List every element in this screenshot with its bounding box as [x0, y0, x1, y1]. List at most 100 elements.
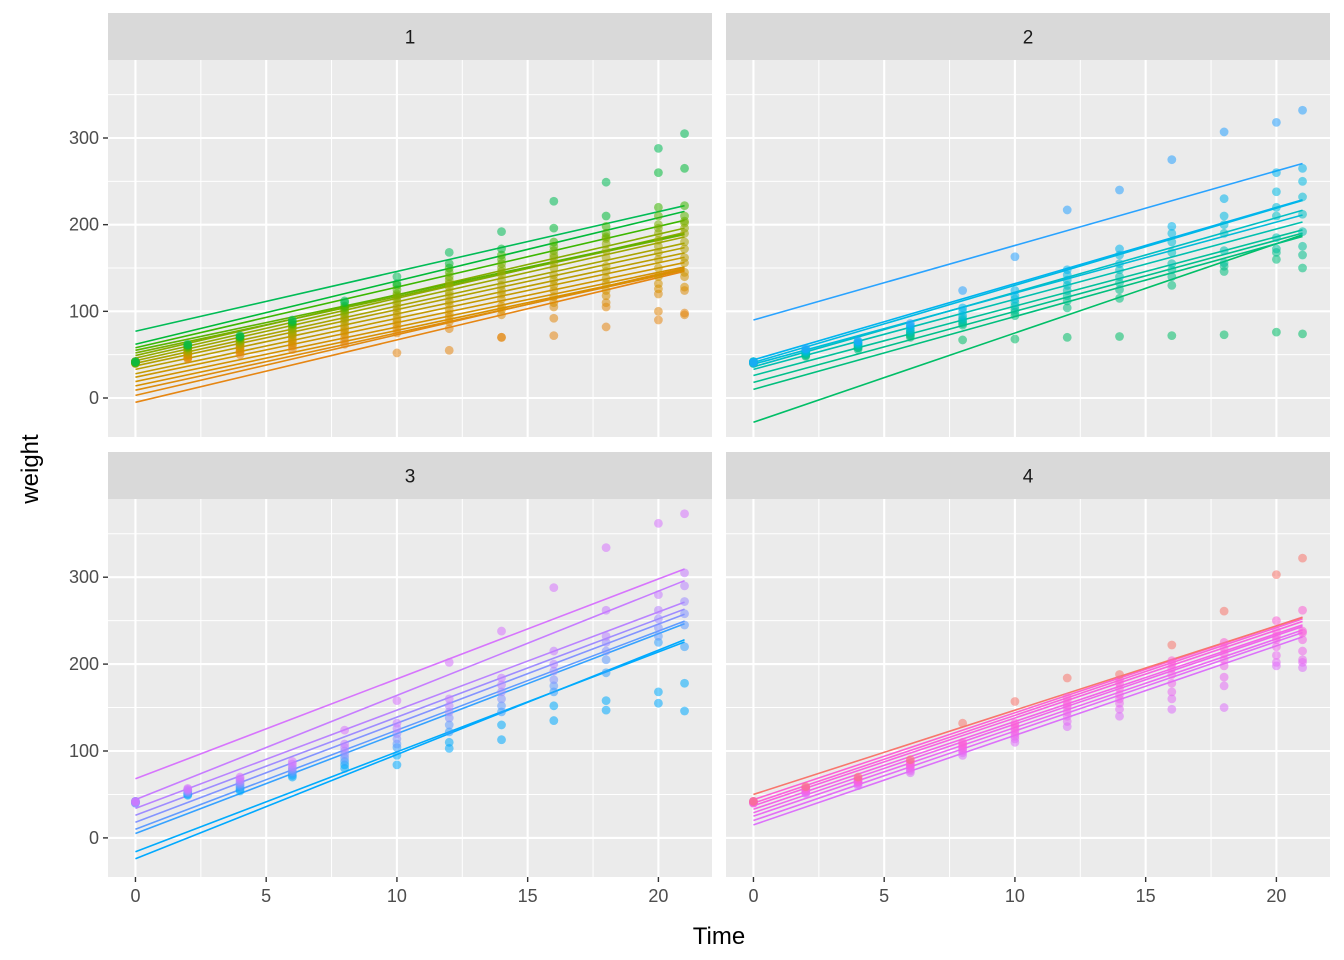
fit-line-4-5 — [753, 624, 1303, 810]
fit-line-2-5 — [753, 221, 1303, 371]
data-point — [653, 144, 663, 153]
data-point — [392, 279, 402, 288]
data-point — [549, 331, 559, 340]
data-point — [958, 286, 968, 295]
data-point — [549, 298, 559, 308]
data-point — [340, 739, 350, 749]
fit-line-1-18 — [135, 204, 685, 333]
x-tick-label: 0 — [748, 886, 758, 906]
data-point — [601, 211, 611, 221]
data-point — [1298, 241, 1307, 251]
data-point — [1115, 704, 1124, 714]
data-point — [497, 227, 506, 237]
fit-line-3-8 — [135, 579, 685, 801]
data-point — [1271, 570, 1281, 579]
y-tick-label: 300 — [69, 128, 99, 148]
data-point — [1219, 606, 1229, 616]
data-point — [392, 760, 402, 770]
data-point — [497, 332, 506, 342]
data-point — [680, 244, 689, 254]
panel-background — [726, 499, 1330, 877]
data-point — [680, 678, 689, 688]
data-point — [444, 324, 454, 334]
fit-line-1-14 — [135, 233, 685, 354]
data-point — [680, 237, 689, 247]
facet-panel-4: 4 — [726, 452, 1330, 877]
data-point — [680, 163, 689, 173]
data-point — [853, 772, 863, 782]
data-point — [1219, 211, 1229, 221]
data-point — [653, 168, 663, 178]
data-point — [497, 720, 506, 730]
data-point — [801, 782, 811, 792]
data-point — [497, 301, 506, 311]
data-point — [1167, 694, 1177, 704]
data-point — [1271, 626, 1281, 636]
data-point — [1298, 263, 1307, 273]
data-point — [444, 657, 454, 667]
data-point — [1219, 644, 1229, 653]
data-point — [1167, 155, 1177, 165]
data-point — [497, 244, 506, 254]
fit-line-1-3 — [135, 269, 685, 391]
data-point — [680, 211, 689, 221]
fit-line-1-7 — [135, 256, 685, 375]
data-point — [1271, 651, 1281, 660]
data-point — [1298, 655, 1307, 665]
data-point — [497, 707, 506, 717]
data-point — [1271, 254, 1281, 264]
data-point — [497, 626, 506, 636]
data-point — [653, 279, 663, 288]
data-points — [749, 553, 1307, 808]
data-point — [905, 319, 915, 328]
data-point — [601, 322, 611, 332]
data-point — [1062, 692, 1072, 702]
data-point — [1010, 252, 1020, 262]
data-point — [653, 272, 663, 282]
panel-background — [726, 60, 1330, 437]
data-point — [1271, 657, 1281, 667]
data-point — [340, 296, 350, 306]
data-point — [958, 335, 968, 345]
x-tick-label: 0 — [130, 886, 140, 906]
data-point — [1115, 244, 1124, 254]
data-point — [1219, 637, 1229, 647]
data-point — [549, 646, 559, 656]
data-point — [549, 659, 559, 669]
data-point — [497, 673, 506, 683]
data-point — [1219, 703, 1229, 712]
data-point — [1271, 642, 1281, 652]
data-point — [749, 358, 758, 367]
data-point — [1298, 192, 1307, 202]
data-point — [801, 344, 811, 353]
data-point — [653, 614, 663, 624]
data-points — [131, 129, 689, 368]
y-tick-label: 100 — [69, 301, 99, 321]
data-point — [1062, 673, 1072, 683]
data-point — [749, 797, 758, 806]
facet-strip — [108, 13, 712, 60]
data-point — [1219, 258, 1229, 268]
fit-line-1-16 — [135, 219, 685, 349]
data-point — [653, 235, 663, 245]
x-tick-label: 10 — [387, 886, 407, 906]
data-point — [1298, 176, 1307, 186]
data-point — [680, 129, 689, 139]
data-point — [905, 755, 915, 765]
data-point — [601, 543, 611, 553]
data-points — [749, 105, 1307, 368]
data-point — [497, 680, 506, 690]
data-point — [601, 668, 611, 678]
x-tick-label: 15 — [518, 886, 538, 906]
data-point — [1219, 655, 1229, 665]
data-point — [680, 609, 689, 619]
fit-line-3-4 — [135, 620, 685, 830]
fit-line-1-6 — [135, 261, 685, 378]
data-points — [131, 509, 689, 808]
facet-panel-1: 1 — [108, 13, 712, 437]
x-tick-label: 20 — [1266, 886, 1286, 906]
fit-line-4-9 — [753, 616, 1303, 796]
data-point — [1298, 209, 1307, 219]
x-tick-label: 15 — [1136, 886, 1156, 906]
data-point — [1219, 127, 1229, 137]
